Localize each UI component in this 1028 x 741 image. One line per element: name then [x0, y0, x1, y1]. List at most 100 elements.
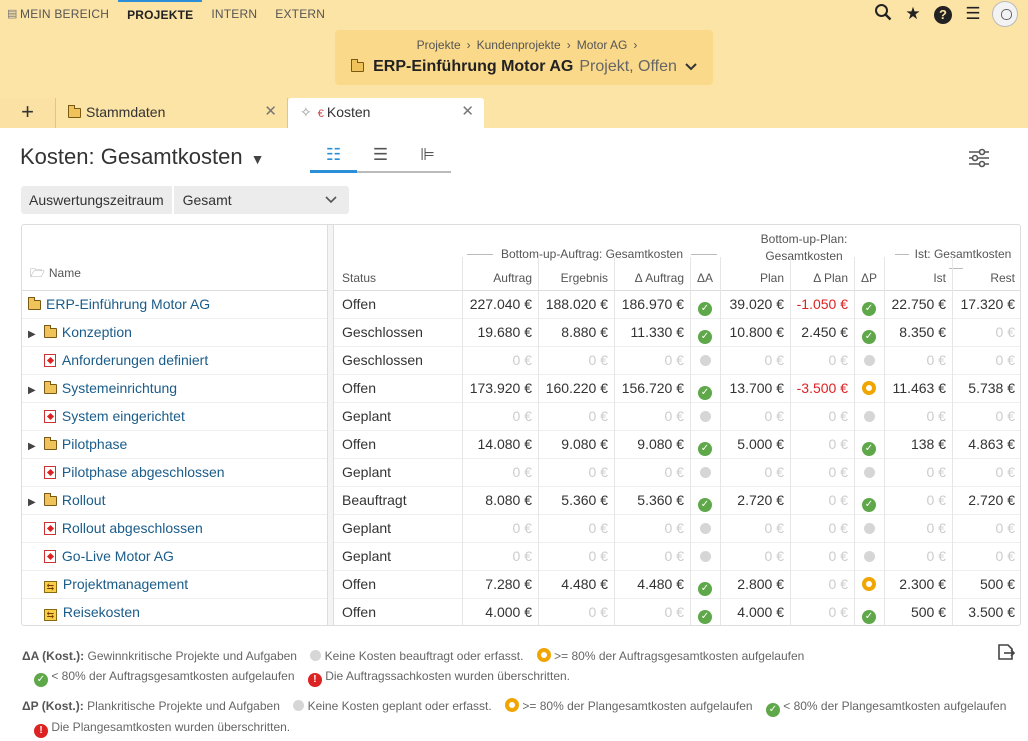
row-name-link[interactable]: Konzeption: [61, 324, 132, 340]
row-name-link[interactable]: System eingerichtet: [61, 408, 185, 424]
table-row[interactable]: Offen 4.000 € 0 € 0 € ✓ 4.000 € 0 € ✓ 500 € 3.500…: [334, 599, 1020, 625]
table-row[interactable]: ▶ Rollout: [22, 487, 327, 515]
cell-ergebnis: 0 €: [588, 352, 608, 368]
column-header-rest[interactable]: Rest: [990, 271, 1015, 285]
table-row[interactable]: Go-Live Motor AG: [22, 543, 327, 571]
breadcrumb-kundenprojekte[interactable]: Kundenprojekte: [476, 38, 561, 52]
table-row[interactable]: Anforderungen definiert: [22, 347, 327, 375]
close-icon[interactable]: ✕: [264, 103, 277, 120]
breadcrumb-motor-ag[interactable]: Motor AG: [576, 38, 628, 52]
cell-ist: 0 €: [926, 492, 946, 508]
name-header[interactable]: 🗁 Name: [30, 266, 81, 280]
tree-view-button[interactable]: ☷: [310, 145, 357, 173]
row-name-link[interactable]: Go-Live Motor AG: [61, 548, 174, 564]
help-icon[interactable]: ?: [928, 4, 958, 24]
table-row[interactable]: ▶ Konzeption: [22, 319, 327, 347]
row-name-link[interactable]: Rollout abgeschlossen: [61, 520, 203, 536]
table-row[interactable]: Geschlossen 0 € 0 € 0 € 0 € 0 € 0 € 0 €: [334, 347, 1020, 375]
nav-projekte[interactable]: PROJEKTE: [118, 0, 203, 28]
star-icon[interactable]: ★: [905, 4, 921, 23]
add-tab-button[interactable]: +: [0, 98, 56, 128]
cell-dauftrag: 0 €: [664, 408, 684, 424]
chevron-down-icon[interactable]: [685, 58, 697, 76]
cell-dauftrag: 0 €: [664, 352, 684, 368]
column-header-delta-p[interactable]: ΔP: [860, 271, 878, 285]
row-name-link[interactable]: ERP-Einführung Motor AG: [46, 296, 211, 312]
table-row[interactable]: ERP-Einführung Motor AG: [22, 291, 327, 319]
gantt-view-button[interactable]: ⊫: [404, 145, 451, 173]
task-icon: ⇆: [43, 581, 57, 593]
table-row[interactable]: Pilotphase abgeschlossen: [22, 459, 327, 487]
close-icon[interactable]: ✕: [461, 103, 474, 120]
group-plan: Bottom-up-Plan: Gesamtkosten: [760, 232, 848, 263]
status-indicator: [690, 543, 720, 570]
table-row[interactable]: Geschlossen 19.680 € 8.880 € 11.330 € ✓ 10.80…: [334, 319, 1020, 347]
table-row[interactable]: Offen 173.920 € 160.220 € 156.720 € ✓ 13.700 …: [334, 375, 1020, 403]
column-header-plan[interactable]: Plan: [759, 271, 784, 285]
tab-bar: + Stammdaten ✕ ✧ € Kosten ✕: [0, 98, 1028, 128]
cell-ergebnis: 8.880 €: [561, 324, 608, 340]
row-name-link[interactable]: Projektmanagement: [62, 576, 189, 592]
table-row[interactable]: Geplant 0 € 0 € 0 € 0 € 0 € 0 € 0 €: [334, 515, 1020, 543]
chevron-down-icon[interactable]: ▼: [250, 151, 265, 167]
status-indicator: [854, 515, 884, 542]
tab-stammdaten[interactable]: Stammdaten ✕: [56, 98, 288, 128]
column-header-ist[interactable]: Ist: [933, 271, 946, 285]
row-name-link[interactable]: Anforderungen definiert: [61, 352, 209, 368]
row-name-link[interactable]: Pilotphase: [61, 436, 128, 452]
column-header-ergebnis[interactable]: Ergebnis: [560, 271, 608, 285]
table-row[interactable]: ⇆ Reisekosten: [22, 599, 327, 625]
view-title[interactable]: Kosten: Gesamtkosten ▼: [20, 144, 265, 169]
list-view-button[interactable]: ☰: [357, 145, 404, 173]
status-header[interactable]: Status: [342, 271, 377, 285]
expand-icon[interactable]: ▶: [28, 441, 36, 452]
row-name-link[interactable]: Systemeinrichtung: [61, 380, 178, 396]
table-row[interactable]: Geplant 0 € 0 € 0 € 0 € 0 € 0 € 0 €: [334, 403, 1020, 431]
menu-icon[interactable]: ☰: [965, 4, 981, 23]
no-costs-icon: [863, 551, 875, 562]
row-name-link[interactable]: Pilotphase abgeschlossen: [61, 464, 225, 480]
column-header-delta-a[interactable]: ΔA: [696, 271, 714, 285]
table-row[interactable]: Geplant 0 € 0 € 0 € 0 € 0 € 0 € 0 €: [334, 459, 1020, 487]
table-row[interactable]: ▶ Pilotphase: [22, 431, 327, 459]
table-row[interactable]: Offen 7.280 € 4.480 € 4.480 € ✓ 2.800 € 0 € 2.3…: [334, 571, 1020, 599]
row-name-link[interactable]: Reisekosten: [62, 604, 140, 620]
period-selector[interactable]: Auswertungszeitraum Gesamt: [21, 186, 349, 214]
table-row[interactable]: System eingerichtet: [22, 403, 327, 431]
filter-settings-icon[interactable]: [968, 148, 990, 174]
table-row[interactable]: Rollout abgeschlossen: [22, 515, 327, 543]
check-icon: ✓: [862, 302, 876, 316]
table-row[interactable]: Beauftragt 8.080 € 5.360 € 5.360 € ✓ 2.720 € 0…: [334, 487, 1020, 515]
export-icon[interactable]: [996, 642, 1016, 667]
column-header-delta-auftrag[interactable]: Δ Auftrag: [634, 271, 684, 285]
table-row[interactable]: Offen 227.040 € 188.020 € 186.970 € ✓ 39.020 …: [334, 291, 1020, 319]
breadcrumb-projekte[interactable]: Projekte: [416, 38, 461, 52]
expand-icon[interactable]: ▶: [28, 497, 36, 508]
column-divider: [690, 257, 691, 291]
row-name-link[interactable]: Rollout: [61, 492, 106, 508]
expand-icon[interactable]: ▶: [28, 329, 36, 340]
expand-icon[interactable]: ▶: [28, 385, 36, 396]
status-indicator: [854, 571, 884, 598]
column-header-auftrag[interactable]: Auftrag: [493, 271, 532, 285]
pin-icon[interactable]: ✧: [300, 104, 312, 120]
table-row[interactable]: Offen 14.080 € 9.080 € 9.080 € ✓ 5.000 € 0 € ✓ 1…: [334, 431, 1020, 459]
search-icon[interactable]: [868, 3, 898, 26]
table-row[interactable]: ▶ Systemeinrichtung: [22, 375, 327, 403]
folder-icon: [351, 59, 365, 72]
table-row[interactable]: ⇆ Projektmanagement: [22, 571, 327, 599]
chevron-down-icon[interactable]: [325, 191, 337, 207]
period-value[interactable]: Gesamt: [182, 192, 232, 208]
nav-intern[interactable]: INTERN: [211, 7, 258, 21]
avatar[interactable]: [992, 1, 1018, 27]
nav-extern[interactable]: EXTERN: [275, 7, 326, 21]
column-header-delta-plan[interactable]: Δ Plan: [813, 271, 848, 285]
cell-dplan: 0 €: [828, 548, 848, 564]
cell-rest: 0 €: [995, 548, 1015, 564]
status-indicator: [854, 375, 884, 402]
pane-splitter[interactable]: [327, 225, 334, 625]
table-row[interactable]: Geplant 0 € 0 € 0 € 0 € 0 € 0 € 0 €: [334, 543, 1020, 571]
project-title-row[interactable]: ERP-Einführung Motor AG Projekt, Offen: [335, 58, 713, 76]
tab-kosten[interactable]: ✧ € Kosten ✕: [288, 98, 484, 128]
nav-mein-bereich[interactable]: ▤ MEIN BEREICH: [0, 0, 118, 28]
